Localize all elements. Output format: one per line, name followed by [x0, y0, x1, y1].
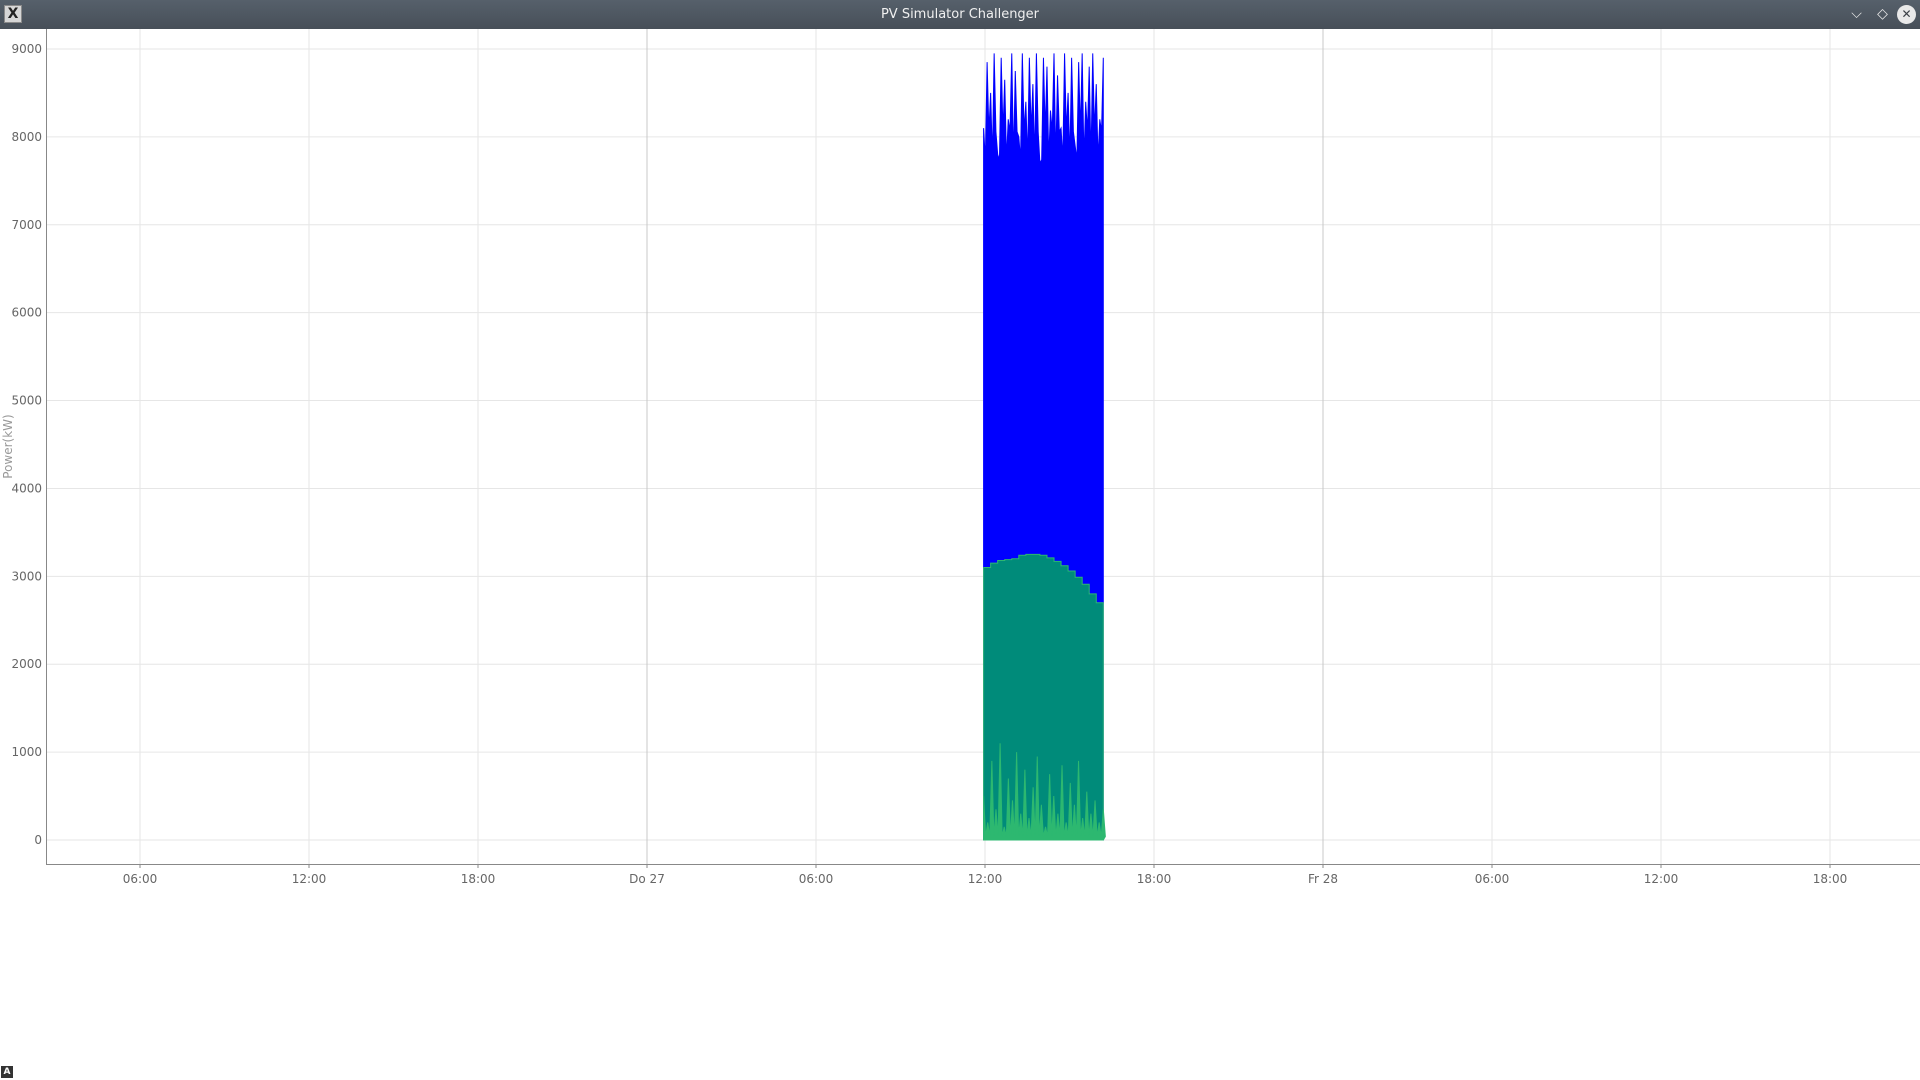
y-tick-label: 3000 — [11, 569, 42, 583]
close-button[interactable]: ✕ — [1897, 5, 1916, 24]
x-tick-label: 06:00 — [123, 872, 158, 886]
chart-axes: 0 1000 2000 3000 4000 5000 6000 7000 8000 9000 06:… — [1, 29, 1920, 886]
x-tick-label: 06:00 — [1475, 872, 1510, 886]
chart-grid — [46, 29, 1920, 864]
y-tick-label: 4000 — [11, 481, 42, 495]
series-meter-power — [983, 743, 1106, 841]
y-tick-label: 0 — [34, 833, 42, 847]
y-tick-label: 8000 — [11, 130, 42, 144]
y-axis-label: Power(kW) — [1, 414, 15, 478]
corner-badge-icon: A — [1, 1066, 13, 1078]
y-tick-label: 5000 — [11, 394, 42, 408]
power-chart[interactable]: 0 1000 2000 3000 4000 5000 6000 7000 8000 9000 06:… — [0, 29, 1920, 1080]
y-tick-label: 1000 — [11, 745, 42, 759]
x-tick-label: Do 27 — [629, 872, 665, 886]
chart-area[interactable]: 0 1000 2000 3000 4000 5000 6000 7000 8000 9000 06:… — [0, 29, 1920, 1080]
series-pv-power — [983, 553, 1104, 841]
window-titlebar[interactable]: X PV Simulator Challenger ⌵ ◇ ✕ — [0, 0, 1920, 29]
x-tick-label: 18:00 — [461, 872, 496, 886]
app-icon[interactable]: X — [4, 5, 22, 23]
y-tick-label: 7000 — [11, 218, 42, 232]
x-tick-label: 18:00 — [1137, 872, 1172, 886]
minimize-button[interactable]: ⌵ — [1851, 6, 1862, 22]
x-tick-label: 12:00 — [968, 872, 1003, 886]
y-tick-label: 6000 — [11, 306, 42, 320]
x-tick-label: 12:00 — [292, 872, 327, 886]
y-tick-label: 9000 — [11, 42, 42, 56]
chart-series — [983, 53, 1106, 841]
maximize-button[interactable]: ◇ — [1877, 6, 1888, 22]
x-tick-label: 06:00 — [799, 872, 834, 886]
x-tick-label: 12:00 — [1644, 872, 1679, 886]
y-tick-label: 2000 — [11, 657, 42, 671]
x-tick-label: Fr 28 — [1308, 872, 1338, 886]
window-title: PV Simulator Challenger — [880, 7, 1040, 22]
x-tick-label: 18:00 — [1813, 872, 1848, 886]
